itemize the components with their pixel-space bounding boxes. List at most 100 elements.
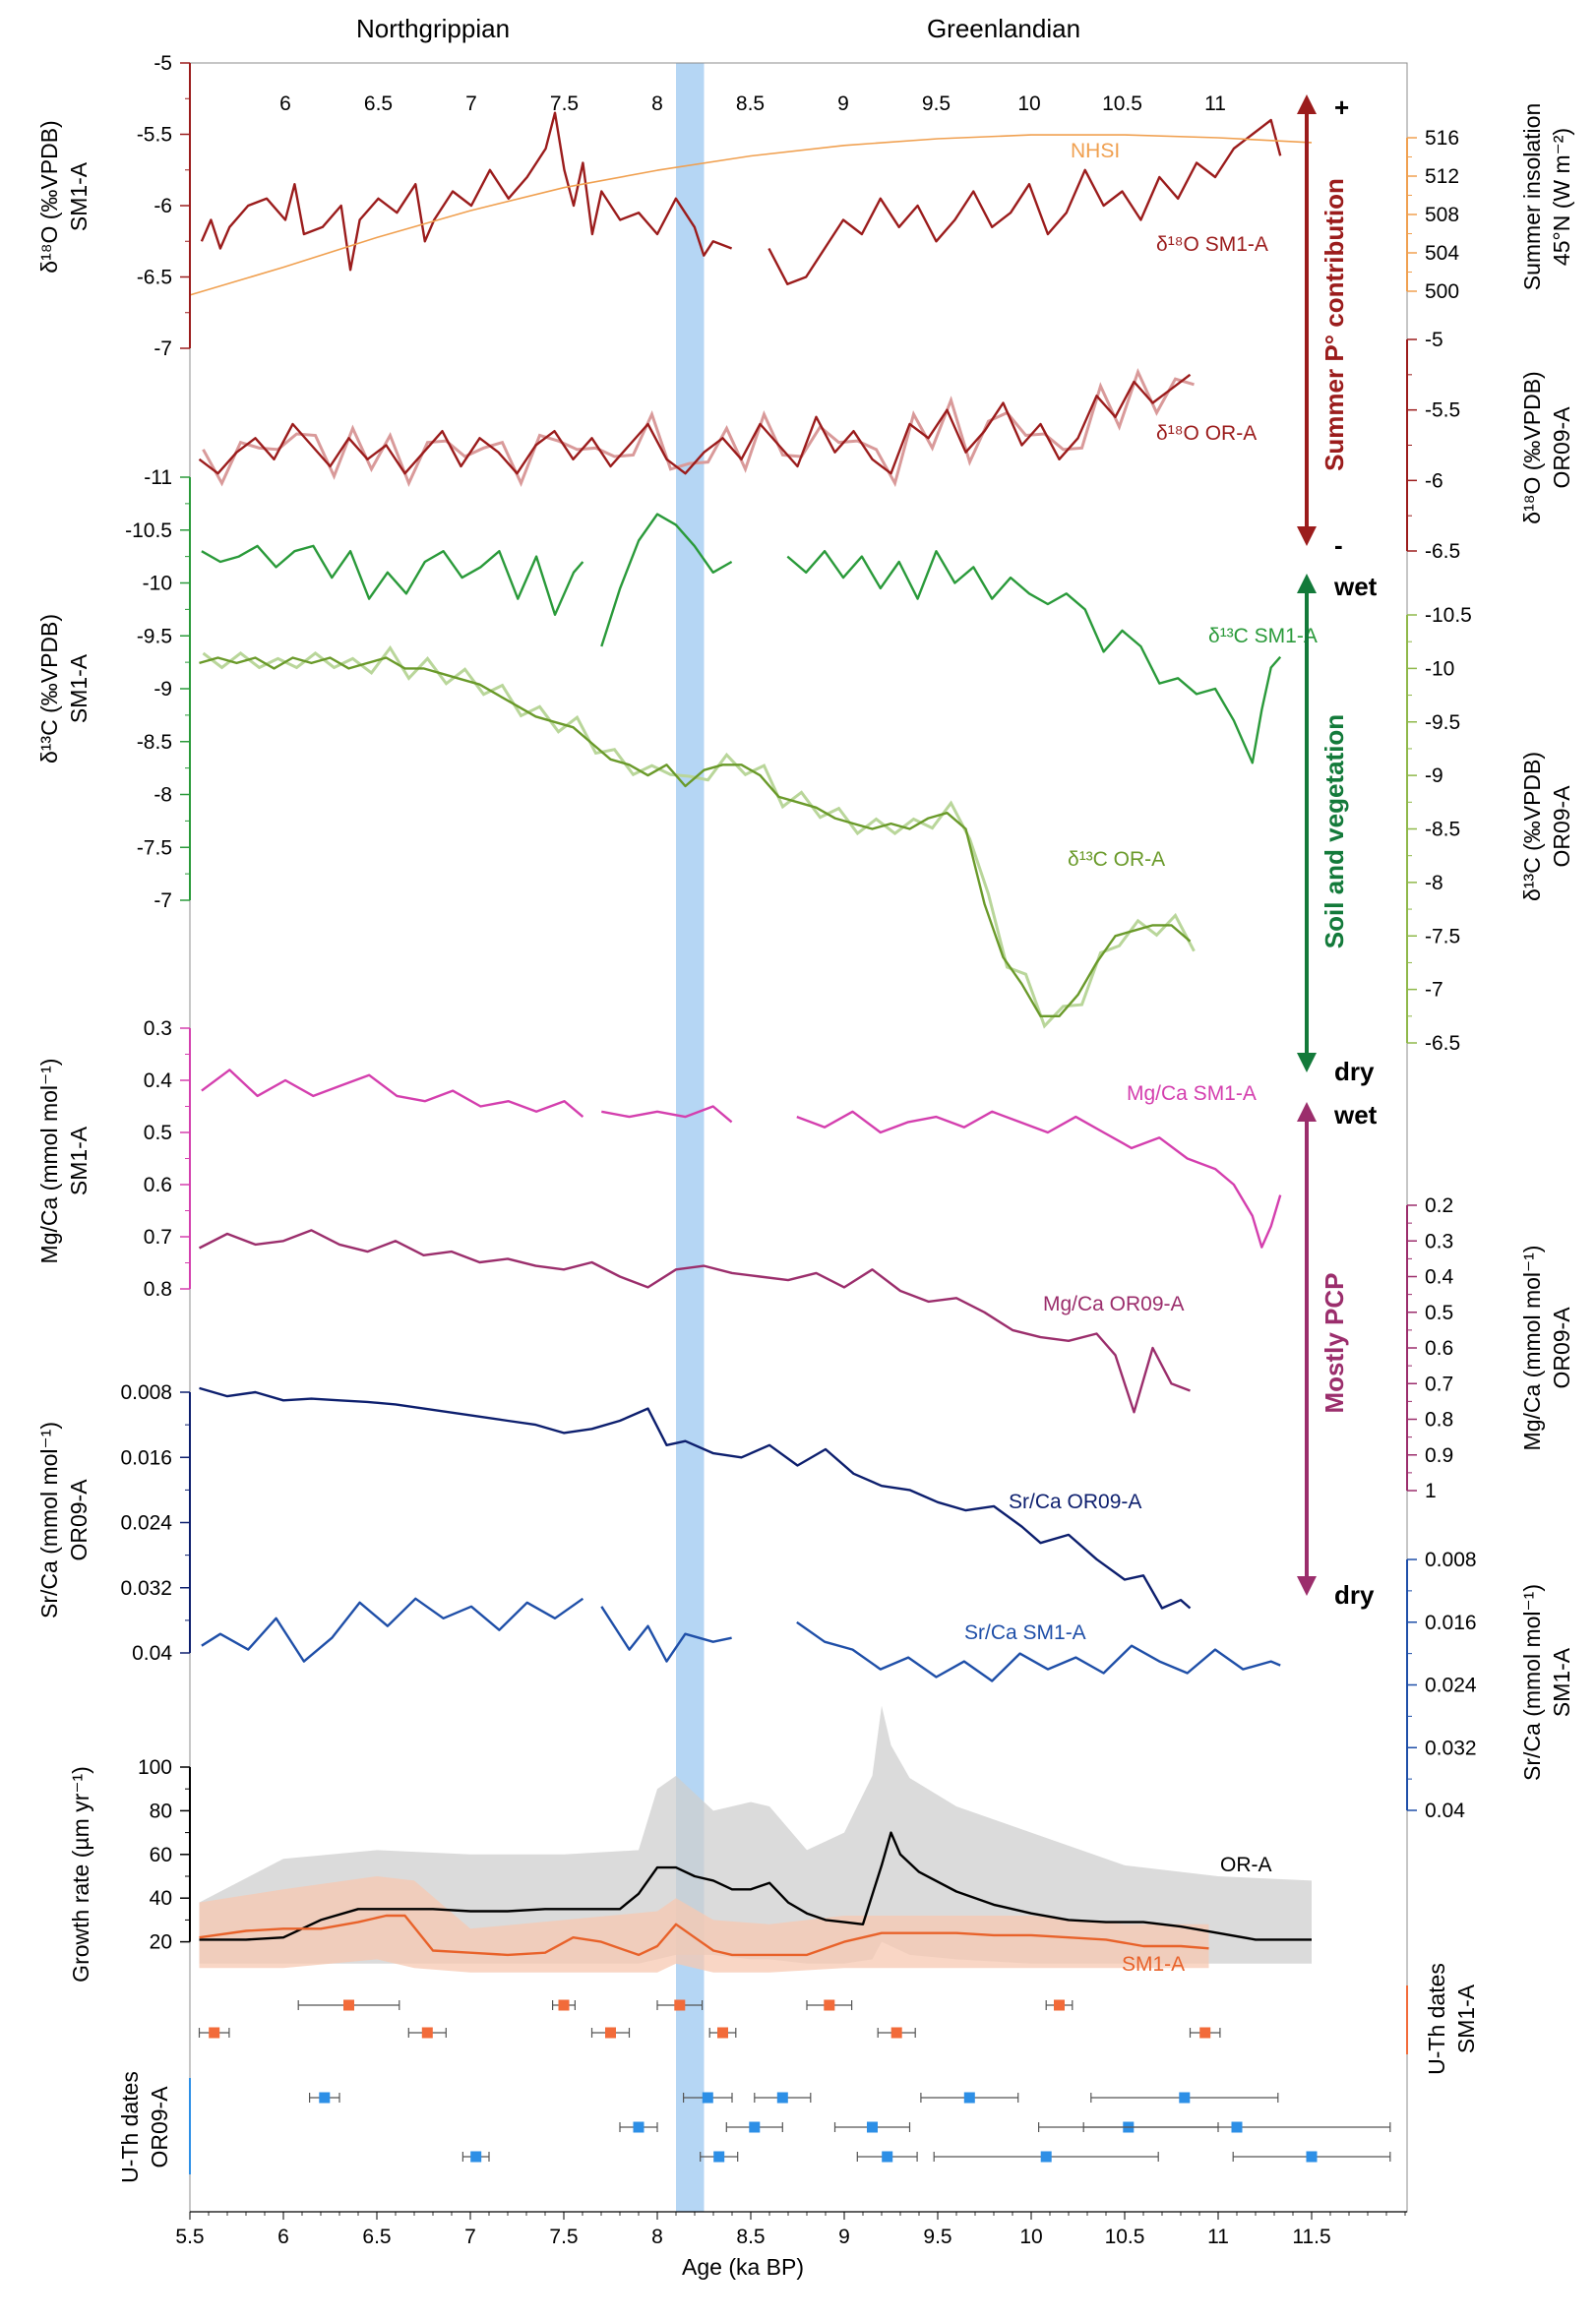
uth-date-marker-sm1-a — [717, 2027, 728, 2039]
interp-label-mostly-pcp: Mostly PCP — [1320, 1272, 1349, 1413]
y-axis-label-growth: Growth rate (µm yr⁻¹) — [68, 1766, 93, 1983]
uth-date-marker-or09-a — [1179, 2092, 1191, 2104]
y-axis-label-SrCa_OR09A: Sr/Ca (mmol mol⁻¹) OR09-A — [36, 1422, 92, 1619]
y-axis-label-line1: Sr/Ca (mmol mol⁻¹) — [1519, 1584, 1545, 1781]
uth-date-marker-or09-a — [882, 2151, 893, 2163]
y-tick-label: -8.5 — [137, 731, 172, 754]
y-tick-label: 516 — [1425, 127, 1459, 150]
y-tick-label: 20 — [150, 1931, 172, 1954]
series-mg-ca-sm1-a-c- — [796, 1110, 1282, 1249]
uth-date-marker-or09-a — [776, 2092, 788, 2104]
y-tick-label: 0.008 — [120, 1381, 172, 1404]
interpretation-arrows: Summer P° contribution + - Soil and vegetat… — [1297, 92, 1378, 1610]
y-axis-label-line2: SM1-A — [1549, 1647, 1574, 1717]
y-axis-label-d18O_SM1A: δ¹⁸O (‰VPDB) SM1-A — [36, 120, 92, 273]
y-tick-label: -10.5 — [125, 519, 172, 542]
series--c-or-a — [199, 656, 1192, 1018]
interp-label-group: Soil and vegetation — [1320, 714, 1349, 948]
top-x-tick-label: 8 — [651, 92, 663, 115]
series--c-sm1-a-c- — [786, 550, 1282, 764]
uth-date-marker-sm1-a — [674, 1999, 686, 2011]
y-tick-label: 0.4 — [144, 1069, 173, 1092]
series-sr-ca-or09-a — [199, 1386, 1192, 1610]
y-tick-label: 0.3 — [144, 1017, 172, 1040]
y-tick-label: -9 — [1425, 764, 1443, 787]
top-x-tick-label: 10 — [1017, 92, 1040, 115]
series-label-or-a: OR-A — [1220, 1854, 1272, 1876]
top-x-tick-label: 7.5 — [550, 92, 579, 115]
y-tick-label: 0.04 — [132, 1642, 172, 1665]
interp-label-soil-and-vegetation: Soil and vegetation — [1320, 714, 1349, 948]
y-axis-label-d13C_OR09A: δ¹³C (‰VPDB) OR09-A — [1519, 752, 1574, 901]
top-x-tick-label: 8.5 — [736, 92, 765, 115]
x-tick-label: 11 — [1207, 2226, 1229, 2248]
top-x-tick-label: 9.5 — [922, 92, 951, 115]
y-tick-label: 100 — [138, 1756, 172, 1779]
uth-date-marker-or09-a — [867, 2121, 878, 2133]
y-tick-label: -7 — [153, 337, 172, 360]
y-tick-label: -5 — [1425, 329, 1443, 351]
uth-label-sm1a: U-Th dates SM1-A — [1424, 1963, 1479, 2075]
period-label-greenlandian: Greenlandian — [927, 14, 1080, 43]
series-label--c-sm1-a: δ¹³C SM1-A — [1208, 625, 1318, 647]
interp-bottom-summer-p-contribution: - — [1334, 530, 1343, 560]
y-tick-label: -6 — [153, 195, 172, 217]
arrow-head-up — [1297, 94, 1317, 114]
uth-date-marker-or09-a — [633, 2121, 645, 2133]
y-tick-label: -9.5 — [137, 625, 172, 647]
uth-date-marker-or09-a — [963, 2092, 975, 2104]
y-tick-label: -10.5 — [1425, 604, 1472, 627]
arrow-head-up — [1297, 1102, 1317, 1122]
y-tick-label: 0.3 — [1425, 1230, 1453, 1252]
series--o-sm1-a-b- — [767, 118, 1282, 285]
series-nhsi — [189, 134, 1313, 296]
y-tick-label: -7 — [153, 889, 172, 912]
uth-date-marker-or09-a — [702, 2092, 713, 2104]
series-label--o-or-a: δ¹⁸O OR-A — [1156, 422, 1257, 445]
interp-top-mostly-pcp: wet — [1333, 1100, 1378, 1130]
series-raw--c-or-a — [202, 644, 1196, 1029]
x-tick-label: 6 — [277, 2226, 289, 2248]
y-tick-label: -9 — [153, 678, 172, 701]
top-x-tick-label: 9 — [837, 92, 849, 115]
uth-date-marker-or09-a — [749, 2121, 761, 2133]
uth-date-marker-sm1-a — [824, 1999, 835, 2011]
series-lines — [189, 111, 1313, 1957]
uth-label-or09a: U-Th dates OR09-A — [117, 2071, 172, 2183]
x-tick-label: 6.5 — [362, 2226, 391, 2248]
arrow-head-up — [1297, 574, 1317, 593]
y-tick-label: 0.016 — [1425, 1612, 1477, 1634]
top-x-tick-label: 11 — [1204, 92, 1226, 115]
y-axis-label-line1: δ¹⁸O (‰VPDB) — [36, 120, 62, 273]
series-label--o-sm1-a: δ¹⁸O SM1-A — [1156, 233, 1268, 256]
uth-date-marker-sm1-a — [890, 2027, 902, 2039]
y-tick-label: 508 — [1425, 204, 1459, 226]
uth-date-marker-or09-a — [470, 2151, 482, 2163]
series-sr-ca-sm1-a — [201, 1597, 584, 1663]
uth-date-marker-sm1-a — [605, 2027, 616, 2039]
y-axis-label-line1: Mg/Ca (mmol mol⁻¹) — [36, 1059, 62, 1264]
x-tick-label: 11.5 — [1292, 2226, 1330, 2248]
y-tick-label: -11 — [144, 466, 172, 489]
y-tick-label: -8.5 — [1425, 819, 1460, 841]
y-axis-label-line2: SM1-A — [66, 161, 92, 231]
interp-bottom-soil-and-vegetation: dry — [1334, 1057, 1375, 1086]
series-mg-ca-or09-a — [198, 1229, 1191, 1414]
y-axis-label-line2: OR09-A — [66, 1479, 92, 1561]
series-mg-ca-sm1-a — [201, 1069, 584, 1119]
series-label-mg-ca-sm1-a: Mg/Ca SM1-A — [1127, 1082, 1257, 1105]
y-axis-label-line1: δ¹³C (‰VPDB) — [1519, 752, 1545, 901]
y-tick-label: 0.024 — [1425, 1675, 1477, 1697]
uth-date-marker-or09-a — [1040, 2151, 1052, 2163]
y-axis-label-line1: Mg/Ca (mmol mol⁻¹) — [1519, 1246, 1545, 1451]
x-tick-label: 7.5 — [549, 2226, 578, 2248]
y-axis-label-line1: Sr/Ca (mmol mol⁻¹) — [36, 1422, 62, 1619]
y-tick-label: 504 — [1425, 242, 1459, 265]
uth-date-marker-sm1-a — [1199, 2027, 1211, 2039]
y-tick-label: 80 — [150, 1800, 172, 1822]
uth-date-marker-or09-a — [1306, 2151, 1318, 2163]
uth-label-sm1a-l2: SM1-A — [1453, 1984, 1479, 2053]
arrow-head-down — [1297, 1053, 1317, 1072]
series--o-sm1-a — [200, 111, 733, 272]
series-mg-ca-sm1-a-b- — [601, 1105, 733, 1124]
